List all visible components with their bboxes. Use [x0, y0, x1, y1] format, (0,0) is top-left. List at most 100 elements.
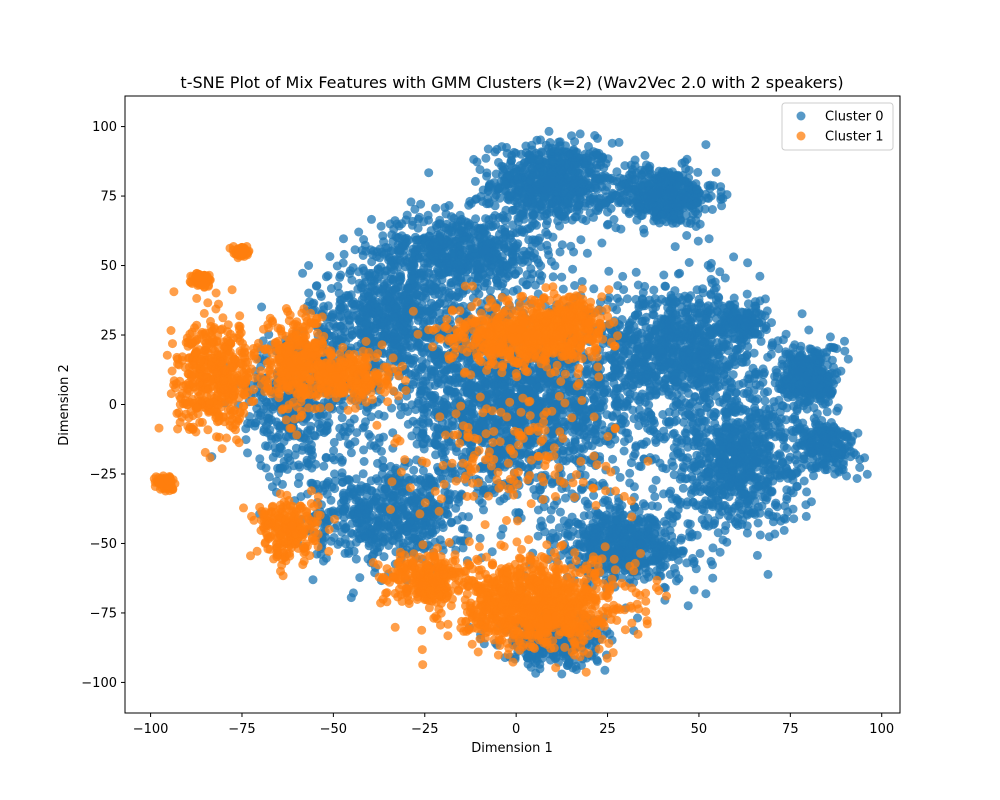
data-point — [379, 432, 388, 442]
data-point — [453, 229, 463, 239]
data-point — [426, 309, 436, 319]
data-point — [401, 297, 411, 307]
data-point — [557, 240, 567, 250]
data-point — [448, 363, 458, 373]
data-point — [589, 284, 599, 294]
data-point — [614, 196, 624, 206]
data-point — [394, 272, 404, 281]
data-point — [616, 383, 625, 393]
data-point — [614, 137, 624, 147]
data-point — [608, 454, 618, 464]
data-point — [533, 236, 543, 246]
data-point — [499, 164, 509, 174]
data-point — [612, 305, 622, 315]
data-point — [437, 250, 447, 260]
data-point — [571, 422, 581, 432]
data-point — [462, 381, 471, 391]
data-point — [690, 340, 700, 350]
data-point — [575, 430, 585, 440]
data-point — [408, 248, 417, 258]
data-point — [514, 266, 524, 276]
data-point — [555, 247, 565, 257]
data-point — [619, 446, 629, 456]
data-point — [616, 224, 626, 234]
data-point — [569, 395, 579, 405]
data-point — [592, 185, 602, 194]
data-point — [438, 365, 448, 375]
data-point — [755, 271, 765, 281]
data-point — [576, 235, 586, 245]
data-point — [490, 147, 500, 157]
data-point — [599, 163, 609, 173]
data-point — [414, 212, 424, 222]
data-point — [379, 411, 389, 421]
data-point — [567, 189, 577, 199]
data-point — [407, 400, 417, 410]
data-point — [580, 411, 590, 421]
data-point — [443, 403, 453, 413]
data-point — [568, 264, 578, 274]
data-point — [706, 263, 716, 273]
data-point — [481, 153, 491, 163]
data-point — [515, 255, 525, 265]
data-point — [473, 273, 483, 283]
data-point — [416, 199, 426, 209]
data-point — [715, 267, 725, 277]
data-point — [534, 155, 544, 165]
data-point — [719, 342, 729, 352]
data-point — [368, 290, 378, 300]
data-point — [337, 295, 346, 305]
data-point — [607, 138, 617, 148]
data-point — [518, 384, 528, 394]
data-point — [333, 281, 343, 291]
data-point — [618, 271, 628, 281]
data-point — [391, 285, 401, 295]
data-point — [558, 284, 568, 294]
data-point — [594, 403, 604, 413]
data-point — [672, 202, 682, 212]
data-point — [546, 257, 556, 266]
data-point — [536, 147, 546, 157]
data-point — [533, 505, 543, 515]
data-point — [510, 168, 520, 178]
data-point — [492, 275, 501, 285]
data-point — [419, 444, 429, 454]
data-point — [639, 224, 649, 234]
data-point — [484, 199, 494, 209]
data-point — [387, 230, 397, 240]
data-point — [634, 200, 644, 210]
data-point — [304, 261, 314, 270]
data-point — [602, 385, 612, 395]
data-point — [700, 204, 710, 214]
data-point — [473, 383, 483, 393]
data-point — [743, 258, 753, 268]
data-point — [626, 160, 636, 170]
data-point — [711, 167, 721, 177]
data-point — [636, 180, 645, 190]
data-point — [375, 266, 385, 276]
data-point — [407, 266, 417, 276]
data-point — [417, 432, 427, 442]
data-point — [434, 299, 444, 309]
data-point — [555, 221, 564, 231]
data-point — [662, 200, 672, 210]
data-point — [541, 220, 551, 230]
data-point — [416, 243, 426, 253]
data-point — [416, 365, 426, 375]
data-point — [593, 206, 603, 216]
data-point — [597, 238, 607, 248]
data-point — [436, 229, 445, 239]
data-point — [554, 206, 563, 216]
data-point — [511, 148, 521, 158]
data-point — [522, 197, 532, 207]
data-point — [620, 437, 629, 447]
data-point — [692, 184, 702, 194]
data-point — [443, 237, 453, 247]
data-point — [532, 135, 542, 145]
data-point — [311, 281, 321, 291]
data-point — [316, 292, 326, 301]
data-point — [409, 377, 419, 387]
data-point — [471, 214, 481, 224]
data-point — [581, 216, 591, 226]
